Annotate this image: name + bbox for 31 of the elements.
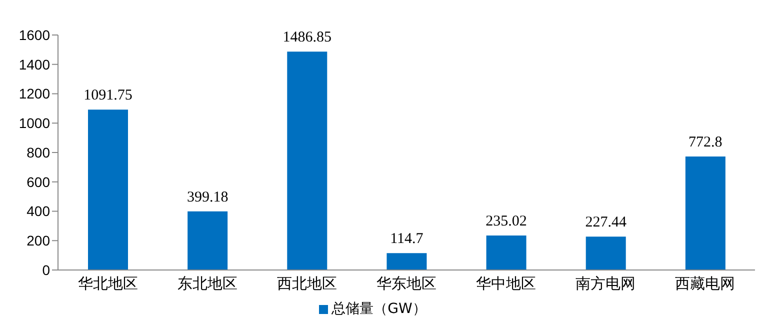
y-tick-label: 800 xyxy=(26,144,50,160)
data-label: 235.02 xyxy=(486,213,527,230)
data-label: 1486.85 xyxy=(282,30,332,46)
x-tick-label: 华东地区 xyxy=(376,274,436,293)
data-label: 772.8 xyxy=(688,134,722,150)
x-tick-label: 华北地区 xyxy=(78,274,138,293)
bar xyxy=(386,253,427,270)
bar xyxy=(486,235,526,270)
data-label: 1091.75 xyxy=(84,88,132,104)
data-label: 227.44 xyxy=(585,214,627,231)
y-tick-label: 600 xyxy=(26,174,50,190)
bar xyxy=(586,236,626,270)
y-tick-label: 0 xyxy=(42,262,50,278)
x-tick-label: 东北地区 xyxy=(177,274,238,293)
legend-label: 总储量（GW） xyxy=(332,301,426,317)
data-label: 114.7 xyxy=(390,231,424,248)
y-tick-label: 1600 xyxy=(18,26,50,43)
x-tick-label: 西藏电网 xyxy=(675,274,736,293)
y-tick-label: 400 xyxy=(26,203,50,220)
data-label: 399.18 xyxy=(186,189,228,206)
x-tick-label: 西北地区 xyxy=(276,274,337,293)
bar xyxy=(287,52,328,270)
bar xyxy=(685,156,726,270)
x-tick-label: 华中地区 xyxy=(476,274,536,293)
y-tick-label: 200 xyxy=(26,232,50,249)
x-tick-label: 南方电网 xyxy=(576,274,636,293)
bar xyxy=(188,211,228,270)
bar xyxy=(88,110,128,270)
y-tick-label: 1000 xyxy=(18,115,50,132)
y-tick-label: 1400 xyxy=(18,56,50,72)
y-tick-label: 1200 xyxy=(18,86,50,102)
